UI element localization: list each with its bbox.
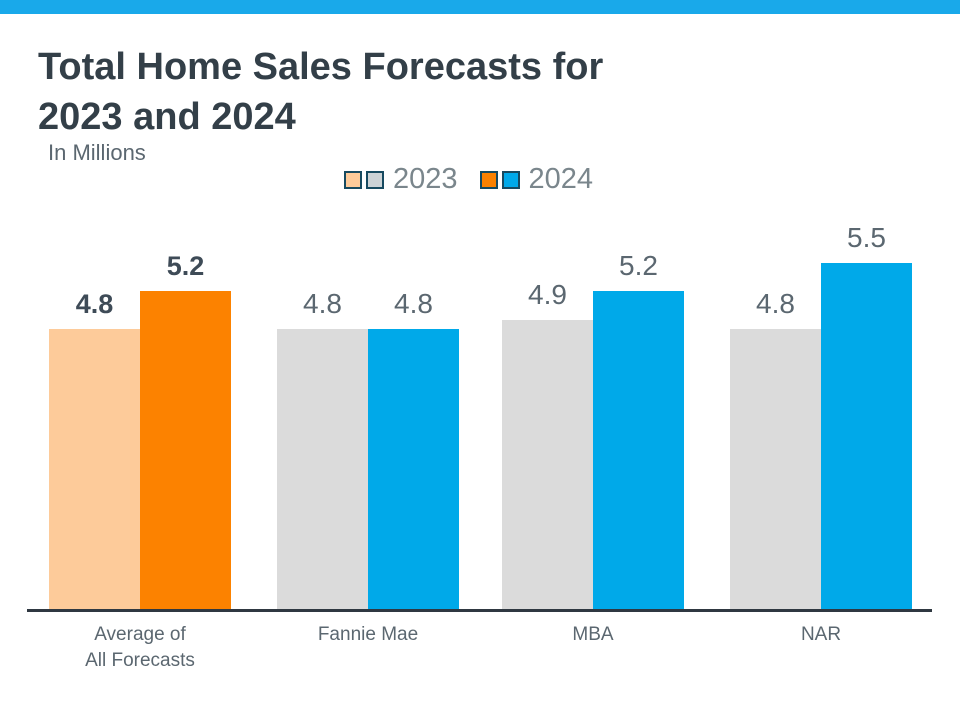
bar-2023-average-of [49,329,140,609]
legend-swatch-2023-1 [344,170,362,189]
title-line-2: 2023 and 2024 [38,96,296,138]
legend-label-2023: 2023 [393,163,458,195]
value-label-2024-nar: 5.5 [847,222,886,253]
value-label-2024-fannie-mae: 4.8 [394,288,433,319]
legend-swatch-2024-2 [501,170,520,189]
bar-2024-average-of [140,291,231,609]
value-label-2023-nar: 4.8 [756,288,795,319]
bar-2023-fannie-mae [277,329,368,609]
bar-2024-mba [593,291,684,609]
category-label-fannie-mae: Fannie Mae [317,624,419,645]
title-line-1: Total Home Sales Forecasts for [38,46,604,88]
value-label-2024-mba: 5.2 [619,250,658,281]
value-label-2023-fannie-mae: 4.8 [303,288,342,319]
chart-subtitle: In Millions [48,140,146,165]
value-label-2024-average-of: 5.2 [166,251,205,281]
legend-label-2024: 2024 [528,163,594,195]
top-accent-bar [0,0,960,14]
legend-swatch-2023-2 [366,170,384,189]
legend-item-2023: 2023 [344,163,458,196]
x-axis-line [27,609,932,612]
page-title: Total Home Sales Forecasts for 2023 and 2… [38,42,603,142]
bar-2024-fannie-mae [368,329,459,609]
category-label-nar: NAR [800,624,842,645]
value-label-2023-average-of: 4.8 [75,289,114,319]
value-label-2023-mba: 4.9 [528,279,567,310]
category-label-mba: MBA [572,624,614,645]
category-label-average-of: Average of All Forecasts [85,624,195,671]
bar-2023-nar [730,329,821,609]
legend: 2023 2024 [344,163,593,196]
legend-item-2024: 2024 [479,163,594,196]
legend-swatch-2024-1 [479,170,498,189]
bar-2024-nar [821,263,912,609]
bar-2023-mba [502,320,593,609]
